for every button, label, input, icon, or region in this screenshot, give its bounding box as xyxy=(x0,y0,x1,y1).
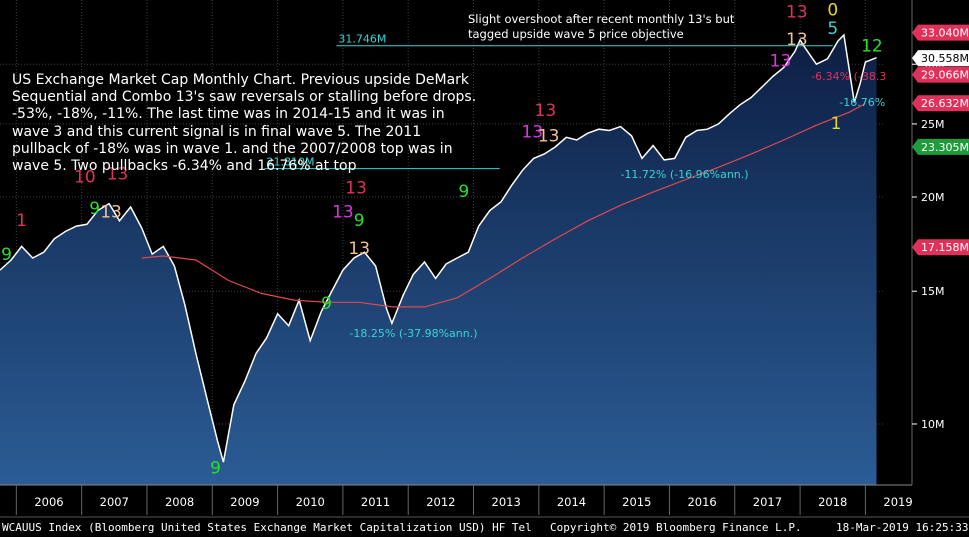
x-tick-label: 2015 xyxy=(622,495,651,509)
footer-copyright: Copyright© 2019 Bloomberg Finance L.P. xyxy=(550,521,802,534)
demark-signal: 9 xyxy=(1,245,12,265)
x-tick-label: 2017 xyxy=(753,495,782,509)
commentary-text: US Exchange Market Cap Monthly Chart. Pr… xyxy=(12,72,477,175)
x-tick-label: 2019 xyxy=(883,495,912,509)
level-label: 21.810M xyxy=(267,156,315,169)
demark-signal: 1 xyxy=(831,114,842,134)
demark-signal: 13 xyxy=(786,30,808,50)
demark-signal: 9 xyxy=(321,294,332,314)
annotation-label: -16.76% ( xyxy=(839,96,893,109)
x-tick-label: 2007 xyxy=(100,495,129,509)
price-label-text: 30.558M xyxy=(921,52,969,65)
footer-ticker: WCAUUS Index (Bloomberg United States Ex… xyxy=(2,521,532,534)
demark-signal: 0 xyxy=(827,1,838,21)
demark-signal: 9 xyxy=(210,458,221,478)
demark-signal: 13 xyxy=(107,164,129,184)
demark-signal: 13 xyxy=(348,239,370,259)
x-tick-label: 2016 xyxy=(687,495,716,509)
price-label-box xyxy=(912,239,969,256)
x-axis-background xyxy=(0,485,969,518)
x-tick-label: 2013 xyxy=(492,495,521,509)
annotation-label: -11.72% (-16.96%ann.) xyxy=(620,168,748,181)
demark-signal: 13 xyxy=(770,51,792,71)
price-label-text: 33.040M xyxy=(921,27,969,40)
x-tick-label: 2006 xyxy=(34,495,63,509)
demark-signal: 13 xyxy=(345,179,367,199)
demark-signal: 9 xyxy=(458,182,469,202)
price-label: 26.632M xyxy=(912,95,969,112)
price-label: 17.158M xyxy=(912,239,969,256)
price-label-box xyxy=(912,138,969,155)
demark-signal: 12 xyxy=(861,36,883,56)
annotation-label: -18.25% (-37.98%ann.) xyxy=(349,327,477,340)
price-label-text: 26.632M xyxy=(921,97,969,110)
demark-signal: 13 xyxy=(786,3,808,23)
x-tick-label: 2012 xyxy=(426,495,455,509)
x-tick-label: 2009 xyxy=(230,495,259,509)
demark-signal: 13 xyxy=(100,202,122,222)
x-tick-label: 2014 xyxy=(557,495,586,509)
price-label-box xyxy=(912,95,969,112)
price-label-box xyxy=(912,50,969,67)
plot-area: 31.746M 21.810M -18.25% (-37.98%ann.) -11.7… xyxy=(0,0,911,485)
x-tick-label: 2018 xyxy=(818,495,847,509)
y-axis: 10M15M20M25M30M33.040M30.558M29.066M26.6… xyxy=(885,0,969,485)
price-label-text: 17.158M xyxy=(921,241,969,254)
moving-average-line xyxy=(141,103,866,308)
y-tick-label: 15M xyxy=(921,285,945,298)
footer-timestamp: 18-Mar-2019 16:25:33 xyxy=(836,521,969,534)
y-tick-label: 25M xyxy=(921,118,945,131)
x-tick-label: 2008 xyxy=(165,495,194,509)
demark-signal: 1 xyxy=(16,211,27,231)
price-line xyxy=(0,33,877,463)
price-label: 29.066M xyxy=(912,66,969,83)
price-label: 23.305M xyxy=(912,138,969,155)
footer: WCAUUS Index (Bloomberg United States Ex… xyxy=(0,518,969,537)
price-label: 30.558M xyxy=(912,50,969,67)
price-area xyxy=(0,35,877,485)
y-tick-label: 10M xyxy=(921,418,945,431)
demark-signal: 13 xyxy=(521,122,543,142)
price-label-text: 29.066M xyxy=(921,69,969,82)
x-tick-label: 2011 xyxy=(361,495,390,509)
price-label-text: 23.305M xyxy=(921,141,969,154)
demark-signal: 9 xyxy=(89,199,100,219)
demark-signal: 13 xyxy=(538,126,560,146)
price-label: 33.040M xyxy=(912,24,969,41)
x-axis: 2006 2007 2008 2009 2010 2011 2012 2013 2014 2015… xyxy=(0,484,969,518)
demark-signal: 13 xyxy=(535,101,557,121)
price-label-box xyxy=(912,24,969,41)
y-tick-label: 20M xyxy=(921,191,945,204)
level-label: 31.746M xyxy=(338,33,386,46)
demark-signal: 10 xyxy=(74,168,96,188)
demark-signal: 5 xyxy=(827,19,838,39)
price-label-box xyxy=(912,66,969,83)
x-tick-label: 2010 xyxy=(296,495,325,509)
top-note: Slight overshoot after recent monthly 13… xyxy=(468,12,735,41)
demark-signal: 9 xyxy=(354,211,365,231)
demark-signal: 13 xyxy=(332,202,354,222)
